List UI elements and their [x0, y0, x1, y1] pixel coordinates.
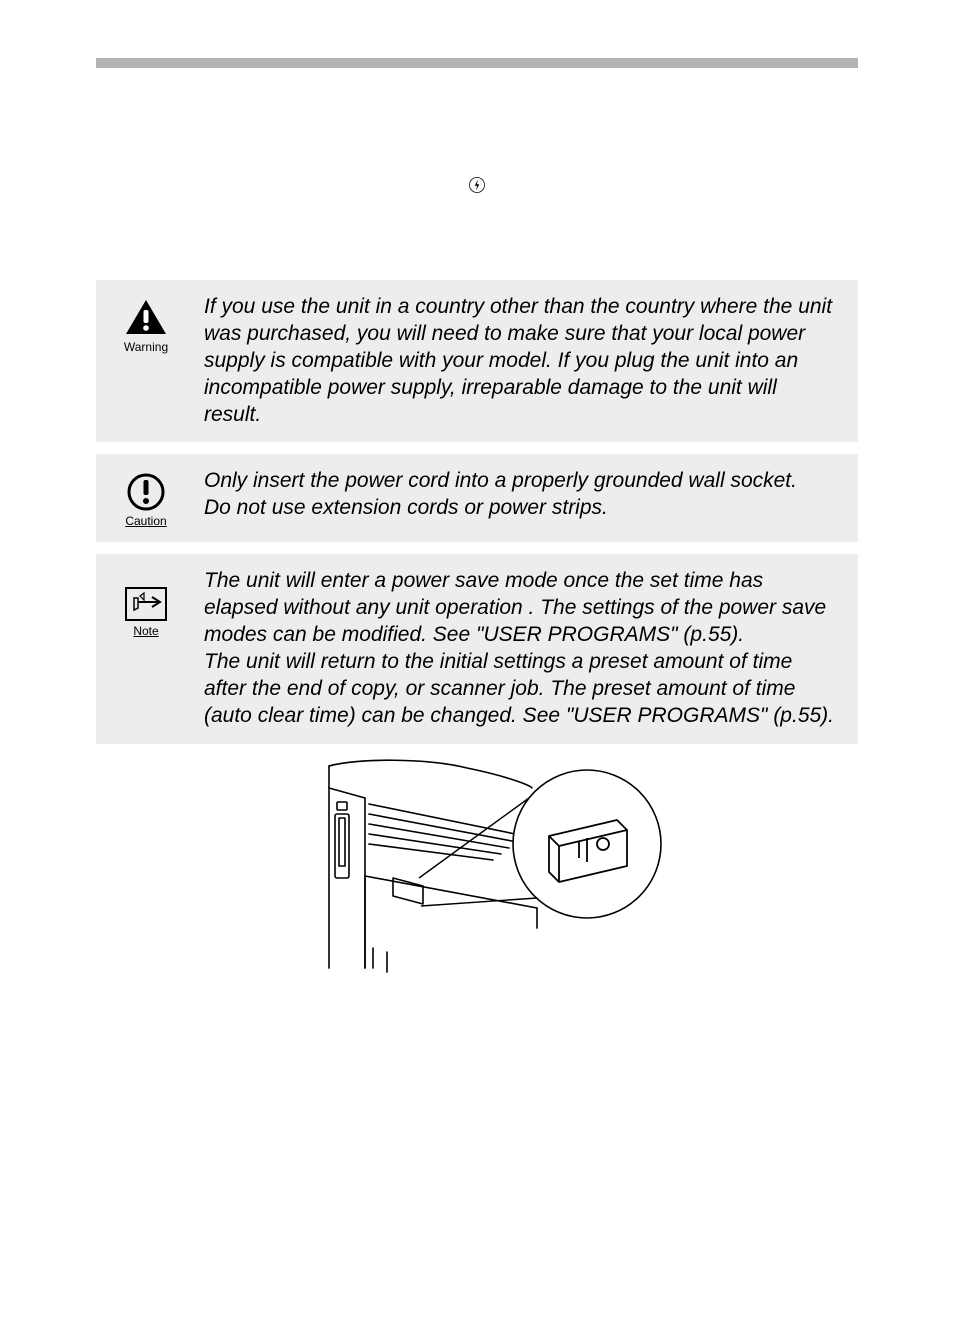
warning-block: Warning If you use the unit in a country…	[96, 280, 858, 442]
header-rule	[96, 58, 858, 68]
figure-area	[96, 758, 858, 984]
warning-text: If you use the unit in a country other t…	[204, 294, 838, 428]
power-icon-row	[96, 176, 858, 194]
warning-icon-col: Warning	[116, 294, 176, 354]
warning-caption: Warning	[124, 340, 168, 354]
caution-icon-col: Caution	[116, 468, 176, 528]
caution-paragraph-1: Only insert the power cord into a proper…	[204, 468, 797, 495]
note-block: Note The unit will enter a power save mo…	[96, 554, 858, 743]
warning-paragraph: If you use the unit in a country other t…	[204, 294, 838, 428]
power-save-icon	[468, 176, 486, 194]
note-icon-col: Note	[116, 568, 176, 638]
note-paragraph-1: The unit will enter a power save mode on…	[204, 568, 838, 649]
note-caption: Note	[133, 624, 158, 638]
note-paragraph-2: The unit will return to the initial sett…	[204, 649, 838, 730]
caution-icon	[126, 472, 166, 512]
note-icon	[124, 586, 168, 622]
caution-text: Only insert the power cord into a proper…	[204, 468, 797, 522]
warning-icon	[124, 298, 168, 338]
note-text: The unit will enter a power save mode on…	[204, 568, 838, 729]
copier-power-switch-diagram	[287, 758, 667, 984]
caution-caption: Caution	[125, 514, 166, 528]
caution-block: Caution Only insert the power cord into …	[96, 454, 858, 542]
caution-paragraph-2: Do not use extension cords or power stri…	[204, 495, 797, 522]
